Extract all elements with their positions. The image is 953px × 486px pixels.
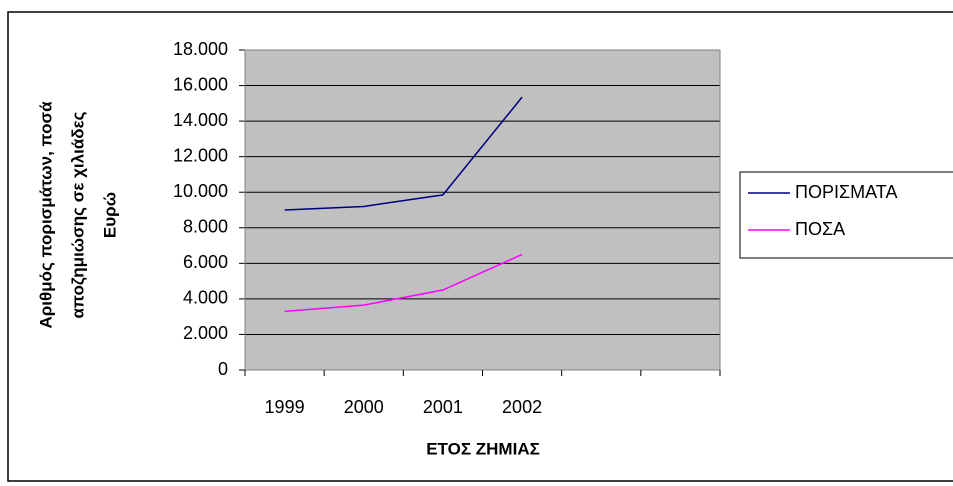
y-tick-label: 0 xyxy=(218,359,228,379)
x-tick-label: 1999 xyxy=(265,397,305,417)
y-tick-label: 8.000 xyxy=(183,217,228,237)
x-tick-label: 2001 xyxy=(423,397,463,417)
y-tick-label: 16.000 xyxy=(173,74,228,94)
y-tick-label: 4.000 xyxy=(183,288,228,308)
legend-label: ΠΟΡΙΣΜΑΤΑ xyxy=(795,182,897,202)
y-axis-title-line: Ευρώ xyxy=(100,192,119,238)
y-tick-label: 18.000 xyxy=(173,39,228,59)
y-axis-title: Αριθμός πορισμάτων, ποσά αποζημιώσης σε χ… xyxy=(36,101,119,329)
x-axis-title: ΕΤΟΣ ΖΗΜΙΑΣ xyxy=(426,439,540,458)
legend-label: ΠΟΣΑ xyxy=(795,219,845,239)
legend-box xyxy=(739,171,953,259)
y-tick-label: 14.000 xyxy=(173,110,228,130)
x-tick-label: 2002 xyxy=(502,397,542,417)
y-tick-label: 10.000 xyxy=(173,181,228,201)
series-line xyxy=(284,96,523,211)
y-tick-label: 2.000 xyxy=(183,323,228,343)
series-line xyxy=(284,253,523,313)
y-axis-title-line: Αριθμός πορισμάτων, ποσά xyxy=(36,101,55,329)
x-tick-label: 2000 xyxy=(344,397,384,417)
y-axis-title-line: αποζημιώσης σε χιλιάδες xyxy=(68,111,87,318)
plot-area xyxy=(245,50,720,370)
y-tick-label: 6.000 xyxy=(183,252,228,272)
y-tick-label: 12.000 xyxy=(173,145,228,165)
